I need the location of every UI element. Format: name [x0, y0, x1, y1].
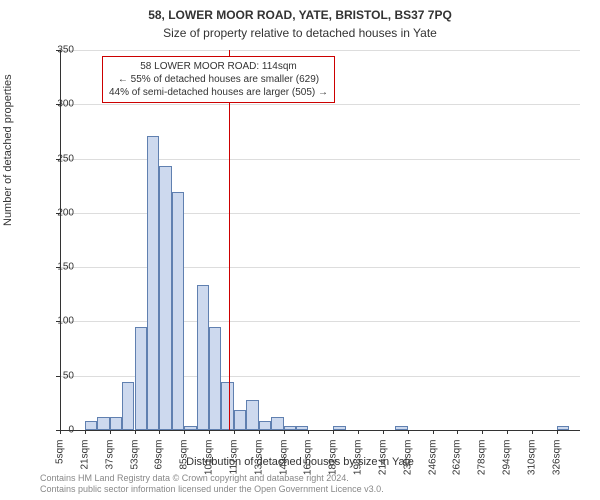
y-axis-label: Number of detached properties — [2, 74, 14, 226]
x-tick-mark — [284, 430, 285, 434]
x-tick-mark — [110, 430, 111, 434]
gridline — [60, 321, 580, 322]
gridline — [60, 50, 580, 51]
histogram-bar — [122, 382, 134, 430]
histogram-bar — [110, 417, 122, 430]
histogram-bar — [135, 327, 147, 430]
credits-line2: Contains public sector information licen… — [40, 484, 384, 496]
x-tick-mark — [135, 430, 136, 434]
x-tick-mark — [259, 430, 260, 434]
histogram-bar — [147, 136, 159, 430]
y-tick-label: 0 — [44, 425, 74, 436]
x-tick-mark — [507, 430, 508, 434]
y-tick-label: 250 — [44, 153, 74, 164]
credits-line1: Contains HM Land Registry data © Crown c… — [40, 473, 384, 485]
marker-vline — [229, 50, 230, 430]
x-tick-mark — [532, 430, 533, 434]
histogram-bar — [246, 400, 258, 430]
histogram-bar — [395, 426, 407, 430]
histogram-bar — [197, 285, 209, 430]
y-tick-label: 100 — [44, 316, 74, 327]
x-tick-mark — [383, 430, 384, 434]
y-tick-label: 50 — [44, 370, 74, 381]
credits: Contains HM Land Registry data © Crown c… — [40, 473, 384, 496]
y-tick-label: 350 — [44, 45, 74, 56]
annotation-line: 58 LOWER MOOR ROAD: 114sqm — [109, 60, 328, 73]
histogram-bar — [172, 192, 184, 430]
gridline — [60, 104, 580, 105]
chart-title-sub: Size of property relative to detached ho… — [0, 26, 600, 40]
gridline — [60, 267, 580, 268]
gridline — [60, 213, 580, 214]
histogram-bar — [97, 417, 109, 430]
annotation-line: 44% of semi-detached houses are larger (… — [109, 86, 328, 99]
histogram-bar — [159, 166, 171, 430]
histogram-bar — [234, 410, 246, 430]
histogram-bar — [221, 382, 233, 430]
x-axis-label: Distribution of detached houses by size … — [0, 456, 600, 468]
x-tick-mark — [408, 430, 409, 434]
chart-title-main: 58, LOWER MOOR ROAD, YATE, BRISTOL, BS37… — [0, 8, 600, 22]
x-tick-mark — [358, 430, 359, 434]
y-tick-label: 150 — [44, 262, 74, 273]
chart-plot-area: 5sqm21sqm37sqm53sqm69sqm85sqm101sqm117sq… — [60, 50, 580, 430]
x-tick-mark — [85, 430, 86, 434]
x-tick-mark — [433, 430, 434, 434]
histogram-bar — [557, 426, 569, 430]
x-tick-mark — [557, 430, 558, 434]
histogram-bar — [333, 426, 345, 430]
x-tick-mark — [184, 430, 185, 434]
histogram-bar — [184, 426, 196, 430]
x-tick-mark — [159, 430, 160, 434]
x-axis-line — [60, 430, 580, 431]
histogram-bar — [259, 421, 271, 430]
histogram-bar — [296, 426, 308, 430]
histogram-bar — [209, 327, 221, 430]
histogram-bar — [284, 426, 296, 430]
y-tick-label: 200 — [44, 207, 74, 218]
gridline — [60, 159, 580, 160]
x-tick-mark — [457, 430, 458, 434]
histogram-bar — [271, 417, 283, 430]
x-tick-mark — [308, 430, 309, 434]
x-tick-mark — [482, 430, 483, 434]
annotation-line: ← 55% of detached houses are smaller (62… — [109, 73, 328, 86]
annotation-box: 58 LOWER MOOR ROAD: 114sqm← 55% of detac… — [102, 56, 335, 103]
y-tick-label: 300 — [44, 99, 74, 110]
x-tick-mark — [333, 430, 334, 434]
x-tick-mark — [234, 430, 235, 434]
x-tick-mark — [209, 430, 210, 434]
histogram-bar — [85, 421, 97, 430]
